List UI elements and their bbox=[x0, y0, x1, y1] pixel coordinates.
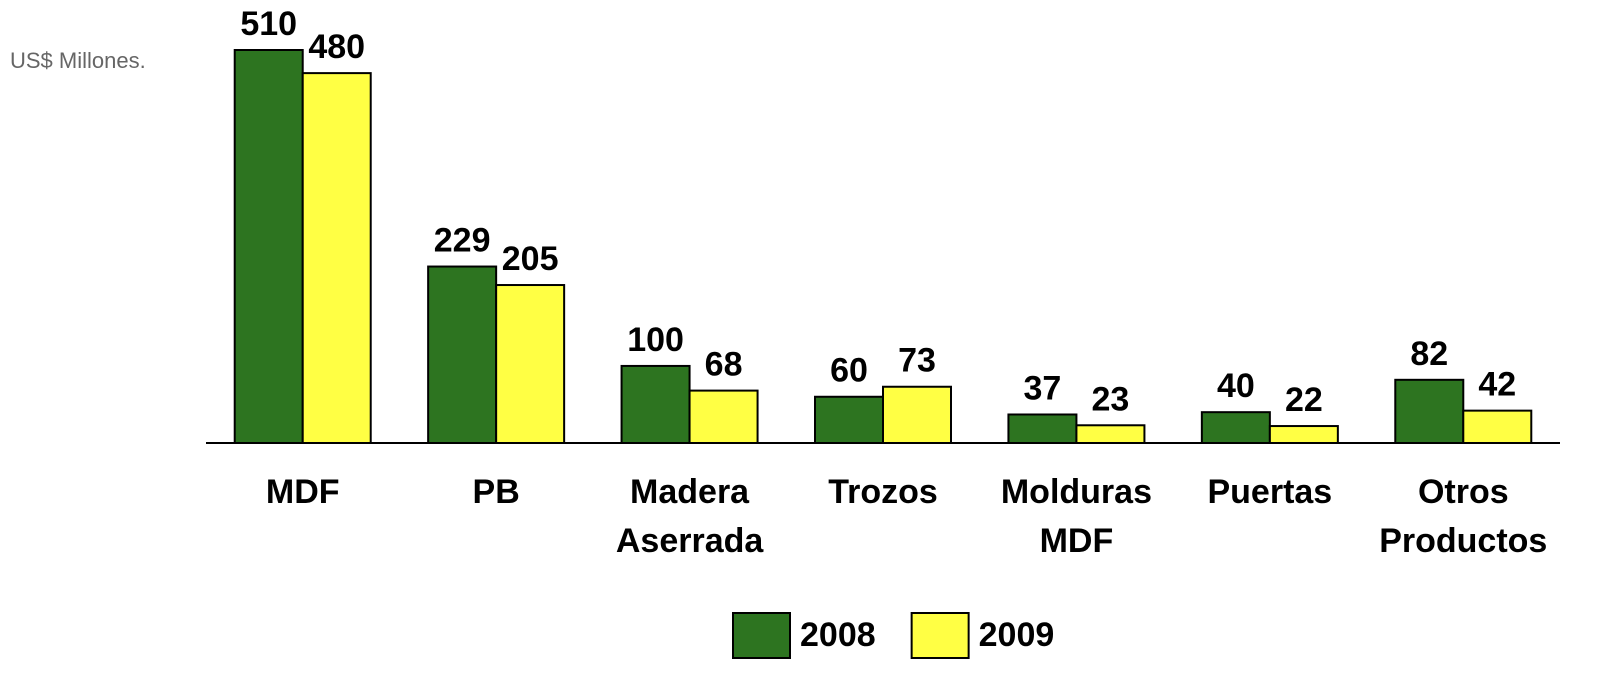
data-label: 82 bbox=[1410, 335, 1448, 373]
bar bbox=[1075, 424, 1146, 444]
x-tick-label: Trozos bbox=[828, 473, 938, 511]
bar bbox=[301, 72, 372, 444]
bar bbox=[814, 395, 884, 445]
legend-swatch bbox=[732, 612, 791, 659]
bar bbox=[1200, 411, 1271, 445]
data-label: 22 bbox=[1285, 381, 1323, 419]
data-label: 205 bbox=[502, 240, 559, 278]
legend-swatch bbox=[910, 612, 970, 659]
legend-label: 2009 bbox=[979, 616, 1055, 654]
bar bbox=[1462, 409, 1533, 444]
bar bbox=[688, 389, 759, 445]
x-tick-label: Otros Productos bbox=[1379, 473, 1547, 560]
data-label: 73 bbox=[898, 342, 936, 380]
data-label: 229 bbox=[434, 222, 491, 260]
data-label: 23 bbox=[1092, 380, 1130, 418]
bar bbox=[882, 385, 952, 445]
bar bbox=[1394, 378, 1465, 445]
data-label: 68 bbox=[705, 346, 743, 384]
x-tick-label: PB bbox=[473, 473, 520, 511]
bar bbox=[427, 265, 498, 445]
data-label: 42 bbox=[1478, 366, 1516, 404]
data-label: 510 bbox=[240, 5, 297, 43]
data-label: 40 bbox=[1217, 367, 1255, 405]
bar bbox=[233, 49, 304, 444]
bar bbox=[1268, 425, 1339, 444]
x-tick-label: Puertas bbox=[1207, 473, 1332, 511]
data-label: 60 bbox=[830, 352, 868, 390]
bar bbox=[495, 284, 566, 444]
bar bbox=[1007, 413, 1078, 444]
legend-label: 2008 bbox=[800, 616, 876, 654]
data-label: 480 bbox=[308, 28, 365, 66]
x-tick-label: MDF bbox=[266, 473, 340, 511]
x-tick-label: Madera Aserrada bbox=[616, 473, 765, 560]
bar bbox=[620, 364, 691, 444]
x-tick-label: Molduras MDF bbox=[1001, 473, 1152, 560]
data-label: 100 bbox=[627, 321, 684, 359]
y-axis-label: US$ Millones. bbox=[10, 48, 146, 73]
data-label: 37 bbox=[1024, 369, 1062, 407]
